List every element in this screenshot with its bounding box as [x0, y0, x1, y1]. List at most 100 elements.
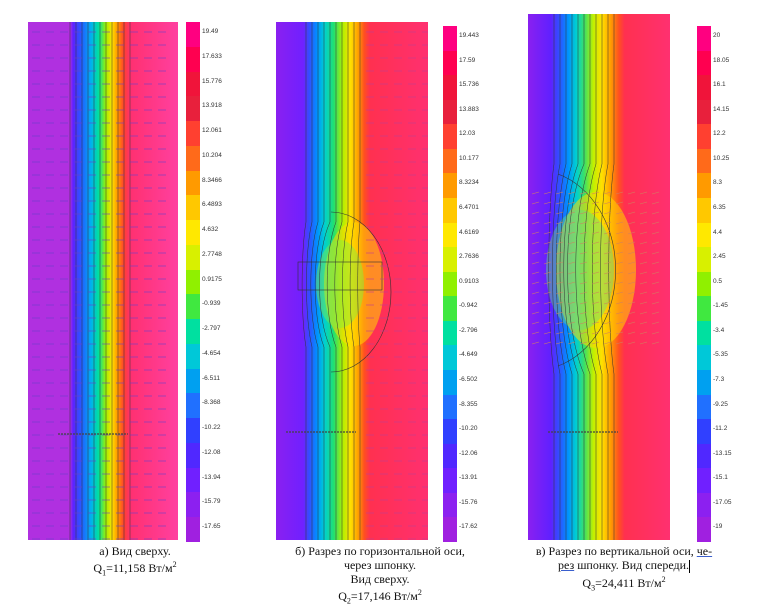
colorbar-swatch	[697, 394, 711, 420]
colorbar-label: -3.4	[713, 326, 725, 334]
colorbar-swatch	[186, 220, 200, 246]
colorbar-swatch	[443, 247, 457, 273]
colorbar-label: 12.061	[202, 127, 222, 135]
colorbar-label: 6.4701	[459, 204, 479, 211]
isolines-b	[301, 22, 361, 540]
plot-b	[276, 22, 428, 540]
colorbar-swatch	[186, 195, 200, 221]
colorbar-label: -13.91	[459, 474, 478, 482]
colorbar-label: -12.06	[459, 449, 478, 457]
colorbar-swatch	[186, 418, 200, 444]
colorbar-label: -4.654	[202, 349, 221, 357]
flux-arrows-a	[32, 31, 166, 540]
caption-b: б) Разрез по горизонтальной оси, через ш…	[260, 544, 500, 608]
colorbar-label: 2.7636	[459, 253, 479, 261]
colorbar-label: 8.3234	[459, 179, 479, 187]
colorbar-swatch	[443, 296, 457, 322]
colorbar-swatch	[443, 320, 457, 346]
colorbar-swatch	[697, 492, 711, 518]
colorbar-swatch	[697, 517, 711, 543]
colorbar-label: -1.45	[713, 302, 728, 310]
colorbar-label: -2.796	[459, 326, 478, 334]
colorbar-swatch	[697, 296, 711, 322]
colorbar-swatch	[186, 96, 200, 122]
colorbar-label: 19.443	[459, 32, 479, 39]
colorbar-label: -11.2	[713, 425, 728, 433]
colorbar-swatch	[443, 222, 457, 248]
text-cursor	[689, 559, 691, 573]
colorbar-label: 12.2	[713, 130, 726, 138]
colorbar-swatch	[443, 345, 457, 371]
colorbar-swatch	[697, 468, 711, 494]
colorbar-swatch	[186, 393, 200, 419]
colorbar-swatch	[697, 50, 711, 76]
colorbar-swatch	[186, 121, 200, 147]
colorbar-label: -5.35	[713, 351, 728, 359]
colorbar-label: -6.502	[459, 376, 478, 383]
colorbar-label: -2.797	[202, 325, 221, 333]
colorbar-label: 17.633	[202, 52, 222, 60]
colorbar-swatch	[186, 442, 200, 469]
colorbar-label: 6.35	[713, 204, 726, 211]
colorbar-label: -6.511	[202, 374, 220, 382]
colorbar-label: -17.05	[713, 498, 732, 506]
colorbar-label: 4.632	[202, 226, 219, 234]
colorbar-swatch	[697, 148, 711, 174]
colorbar-label: 10.177	[459, 154, 479, 162]
colorbar-label: -17.62	[459, 523, 478, 531]
colorbar-swatch	[697, 198, 711, 224]
temperature-field-a	[28, 22, 178, 540]
caption-b-title: б) Разрез по горизонтальной оси,	[295, 544, 465, 558]
colorbar-swatch	[443, 394, 457, 420]
colorbar-label: 15.736	[459, 81, 479, 89]
colorbar-label: -7.3	[713, 376, 725, 383]
colorbar-label: 4.6169	[459, 228, 479, 236]
colorbar-swatch	[697, 124, 711, 150]
colorbar-swatch	[697, 247, 711, 273]
colorbar-swatch	[443, 75, 457, 101]
colorbar-label: 10.25	[713, 154, 730, 162]
colorbar-label: 8.3	[713, 179, 723, 187]
colorbar-swatch	[697, 26, 711, 52]
temperature-field-c	[528, 14, 670, 540]
colorbar-swatch	[443, 517, 457, 543]
plot-a	[28, 22, 178, 540]
colorbar-swatch	[186, 343, 200, 370]
caption-b-line3: Вид сверху.	[350, 572, 410, 586]
colorbar-swatch	[186, 368, 200, 394]
colorbar-swatch	[186, 467, 200, 493]
colorbar-label: -0.942	[459, 302, 478, 310]
colorbar-swatch	[186, 170, 200, 196]
caption-a: а) Вид сверху. Q1=11,158 Вт/м2	[60, 544, 210, 580]
colorbar-label: -13.94	[202, 473, 221, 481]
colorbar-label: -15.76	[459, 498, 478, 506]
colorbar-swatch	[186, 492, 200, 518]
colorbar-swatch	[697, 75, 711, 101]
colorbar-label: 15.776	[202, 77, 222, 85]
colorbar-swatch	[443, 198, 457, 224]
caption-c-title: в) Разрез по вертикальной оси, че-	[535, 544, 713, 558]
colorbar-label: -8.368	[202, 399, 221, 407]
colorbar-swatch	[443, 26, 457, 52]
colorbar-label: 17.59	[459, 56, 476, 64]
colorbar-swatch	[186, 22, 200, 48]
colorbar-label: 0.5	[713, 277, 723, 285]
colorbar-label: 13.918	[202, 102, 222, 110]
colorbar-label: -10.22	[202, 424, 221, 432]
colorbar-swatch	[443, 271, 457, 297]
colorbar-swatch	[186, 71, 200, 97]
colorbar-swatch	[697, 271, 711, 297]
caption-c-flux: Q3=24,411 Вт/м2	[582, 574, 666, 593]
colorbar-label: -15.79	[202, 498, 221, 506]
isolines-c	[548, 14, 615, 540]
colorbar-label: 2.7748	[202, 250, 222, 258]
colorbar-swatch	[443, 173, 457, 199]
colorbar-swatch	[186, 269, 200, 295]
colorbar-swatch	[443, 370, 457, 396]
colorbar-label: 14.15	[713, 105, 730, 113]
caption-b-flux: Q2=17,146 Вт/м2	[338, 588, 422, 606]
colorbar-swatch	[697, 320, 711, 346]
caption-a-title: а) Вид сверху.	[99, 544, 171, 558]
colorbar-swatch	[697, 222, 711, 248]
colorbar-swatch	[186, 46, 200, 72]
